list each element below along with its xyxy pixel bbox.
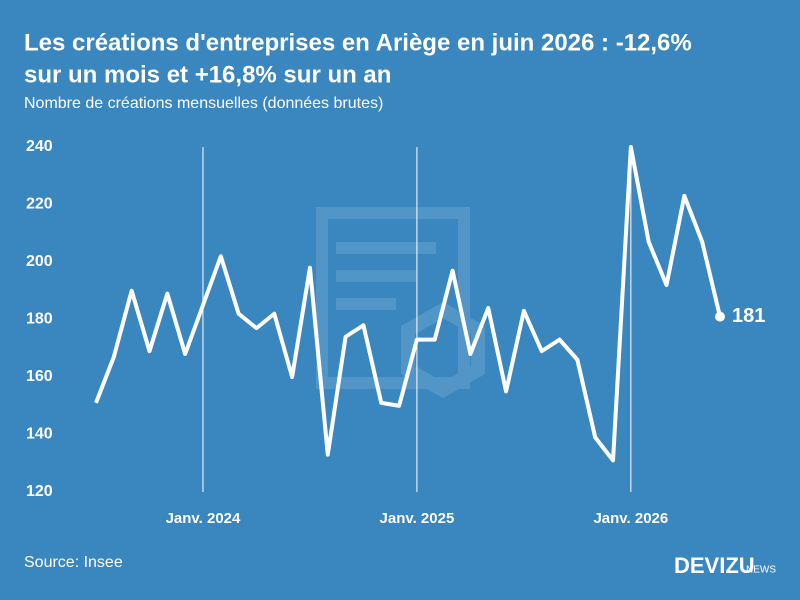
data-label: 181 [732, 305, 765, 327]
brand-suffix: NEWS [746, 565, 776, 576]
y-tick-label: 140 [26, 426, 53, 443]
last-point [715, 311, 725, 322]
y-tick-label: 220 [26, 196, 53, 213]
x-tick-label: Janv. 2024 [166, 510, 241, 527]
source: Source: Insee [24, 554, 123, 571]
line [94, 145, 722, 463]
y-tick-label: 240 [26, 138, 53, 155]
x-tick-label: Janv. 2026 [593, 510, 668, 527]
y-tick-label: 180 [26, 311, 53, 328]
y-tick-label: 120 [26, 483, 53, 500]
chart-subtitle: Nombre de créations mensuelles (données … [24, 95, 383, 112]
x-tick-label: Janv. 2025 [380, 510, 455, 527]
watermark [316, 207, 485, 399]
chart-title: sur un mois et +16,8% sur un an [24, 61, 391, 88]
brand: DEVIZU [674, 553, 755, 578]
y-tick-label: 200 [26, 253, 53, 270]
chart-title: Les créations d'entreprises en Ariège en… [24, 29, 692, 56]
y-tick-label: 160 [26, 368, 53, 385]
